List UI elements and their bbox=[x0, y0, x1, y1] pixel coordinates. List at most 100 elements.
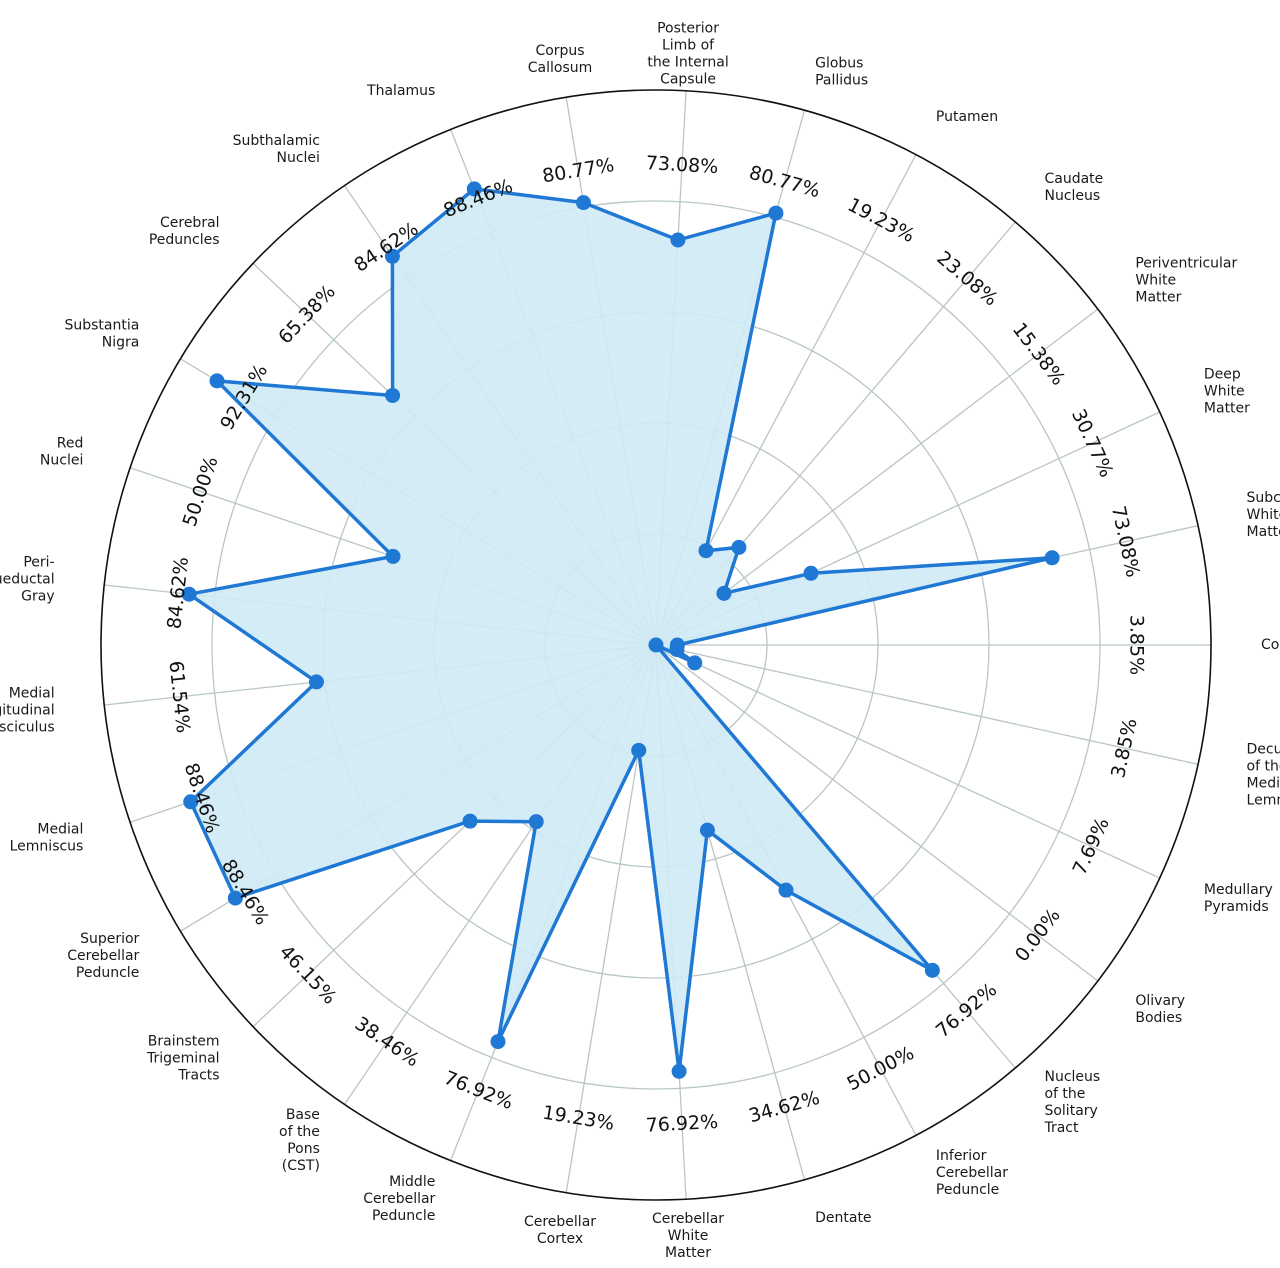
category-label-line: Dentate bbox=[815, 1210, 871, 1226]
category-label-0: Cortex bbox=[1261, 637, 1280, 653]
category-label-line: White bbox=[1247, 507, 1280, 523]
category-label-line: Globus bbox=[815, 55, 863, 71]
data-point-26 bbox=[648, 637, 664, 653]
category-label-line: Middle bbox=[389, 1174, 435, 1190]
category-label-line: Cerebellar bbox=[652, 1211, 724, 1227]
category-label-line: Cerebral bbox=[160, 215, 220, 231]
data-point-3 bbox=[716, 585, 732, 601]
value-label-19: 38.46% bbox=[351, 1013, 423, 1072]
category-label-line: Gray bbox=[21, 589, 54, 605]
category-label-23: Dentate bbox=[815, 1210, 871, 1226]
category-label-line: White bbox=[1204, 384, 1245, 400]
category-label-line: Matter bbox=[1204, 401, 1250, 417]
category-label-line: Cortex bbox=[1261, 637, 1280, 653]
value-label-1: 73.08% bbox=[1107, 504, 1144, 579]
data-point-23 bbox=[699, 822, 715, 838]
data-point-7 bbox=[670, 232, 686, 248]
data-point-13 bbox=[385, 548, 401, 564]
category-label-line: Nuclei bbox=[276, 150, 319, 166]
value-label-25: 76.92% bbox=[932, 979, 1001, 1043]
category-label-11: Cerebral Peduncles bbox=[149, 215, 220, 248]
value-label-18: 46.15% bbox=[275, 941, 341, 1009]
value-label-11: 65.38% bbox=[274, 281, 340, 349]
data-point-21 bbox=[631, 742, 647, 758]
category-label-line: Cerebellar bbox=[363, 1191, 435, 1207]
category-label-18: Brainstem Trigeminal Tracts bbox=[146, 1033, 220, 1083]
category-label-line: Pons bbox=[287, 1141, 320, 1157]
value-label-15: 61.54% bbox=[164, 660, 194, 734]
value-label-20: 76.92% bbox=[441, 1067, 516, 1114]
category-label-line: Matter bbox=[1247, 524, 1280, 540]
category-label-28: Decussationof theMedialLemniscus bbox=[1247, 741, 1280, 808]
category-label-10: Subthalamic Nuclei bbox=[233, 133, 320, 166]
data-point-28 bbox=[669, 642, 685, 658]
data-point-19 bbox=[528, 814, 544, 830]
data-area bbox=[187, 187, 1054, 1074]
category-label-22: Cerebellar White Matter bbox=[652, 1211, 724, 1261]
data-point-20 bbox=[490, 1034, 506, 1050]
category-label-14: Peri-aqueductalGray bbox=[0, 555, 55, 605]
data-point-16 bbox=[183, 794, 199, 810]
data-point-27 bbox=[687, 655, 703, 671]
category-label-line: Red bbox=[57, 436, 84, 452]
series-fill bbox=[189, 188, 1053, 1072]
category-label-21: Cerebellar Cortex bbox=[524, 1214, 596, 1247]
value-label-14: 84.62% bbox=[163, 556, 193, 630]
category-label-line: Putamen bbox=[936, 109, 998, 125]
category-label-line: Peduncle bbox=[76, 965, 139, 981]
category-label-line: Cortex bbox=[537, 1231, 583, 1247]
data-point-18 bbox=[462, 813, 478, 829]
category-label-line: Periventricular bbox=[1135, 256, 1237, 272]
category-label-line: Trigeminal bbox=[146, 1050, 220, 1066]
category-label-16: Medial Lemniscus bbox=[10, 821, 84, 854]
category-label-line: Olivary bbox=[1135, 993, 1185, 1009]
category-label-20: Middle Cerebellar Peduncle bbox=[363, 1174, 435, 1224]
category-label-27: Medullary Pyramids bbox=[1204, 882, 1273, 915]
category-label-line: Callosum bbox=[528, 60, 593, 76]
category-label-line: the Internal bbox=[647, 55, 728, 71]
category-label-line: Solitary bbox=[1044, 1103, 1097, 1119]
category-label-line: Thalamus bbox=[366, 83, 435, 99]
category-label-line: Superior bbox=[80, 931, 139, 947]
category-label-line: Matter bbox=[1135, 290, 1181, 306]
category-label-line: Pyramids bbox=[1204, 899, 1269, 915]
data-points bbox=[181, 181, 1060, 1079]
category-labels: CortexSubcorticalWhiteMatterDeepWhiteMat… bbox=[0, 21, 1280, 1261]
category-label-line: Nucleus bbox=[1044, 188, 1100, 204]
value-label-0: 3.85% bbox=[1126, 615, 1148, 675]
data-point-8 bbox=[575, 195, 591, 211]
data-point-25 bbox=[924, 962, 940, 978]
data-point-2 bbox=[803, 565, 819, 581]
category-label-line: aqueductal bbox=[0, 572, 55, 588]
category-label-1: SubcorticalWhiteMatter bbox=[1247, 490, 1280, 540]
category-label-19: Base of the Pons (CST) bbox=[279, 1107, 320, 1174]
value-label-13: 50.00% bbox=[179, 454, 223, 530]
category-label-line: Pallidus bbox=[815, 72, 868, 88]
data-point-6 bbox=[768, 205, 784, 221]
category-label-line: Medullary bbox=[1204, 882, 1273, 898]
category-label-25: Nucleus of the Solitary Tract bbox=[1043, 1069, 1100, 1136]
category-label-line: Posterior bbox=[657, 21, 719, 37]
data-point-15 bbox=[308, 674, 324, 690]
value-label-28: 3.85% bbox=[1107, 716, 1141, 780]
value-label-24: 50.00% bbox=[843, 1042, 917, 1095]
category-label-line: Substantia bbox=[64, 318, 139, 334]
category-label-line: Medial bbox=[37, 821, 83, 837]
value-label-3: 15.38% bbox=[1008, 319, 1069, 390]
data-point-24 bbox=[778, 882, 794, 898]
category-label-line: Decussation bbox=[1247, 741, 1280, 757]
data-point-4 bbox=[731, 539, 747, 555]
category-label-line: Matter bbox=[665, 1245, 711, 1261]
data-point-22 bbox=[671, 1063, 687, 1079]
value-label-26: 0.00% bbox=[1011, 905, 1065, 966]
category-label-line: Caudate bbox=[1044, 171, 1103, 187]
category-label-15: MedialLongitudinalFasciculus bbox=[0, 685, 55, 735]
data-point-12 bbox=[209, 373, 225, 389]
value-label-27: 7.69% bbox=[1069, 814, 1114, 878]
category-label-line: Tract bbox=[1043, 1120, 1079, 1136]
value-label-2: 30.77% bbox=[1067, 406, 1117, 481]
category-label-line: Medial bbox=[9, 685, 55, 701]
category-label-line: Nuclei bbox=[40, 453, 83, 469]
data-point-9 bbox=[466, 181, 482, 197]
